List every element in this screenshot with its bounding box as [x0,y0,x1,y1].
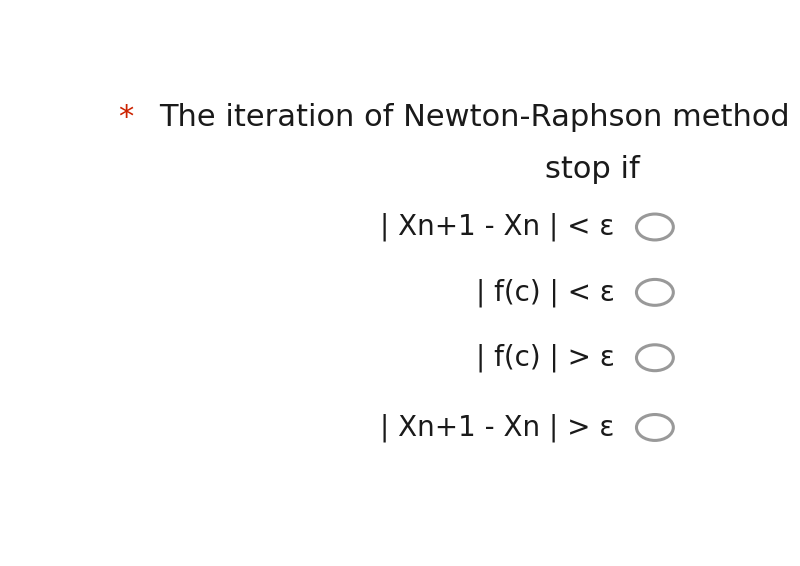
Text: | Xn+1 - Xn | > ε: | Xn+1 - Xn | > ε [380,413,614,441]
Text: The iteration of Newton-Raphson method: The iteration of Newton-Raphson method [159,103,790,132]
Text: | Xn+1 - Xn | < ε: | Xn+1 - Xn | < ε [380,213,614,241]
Text: stop if: stop if [545,155,639,184]
Text: *: * [118,103,134,132]
Text: | f(c) | < ε: | f(c) | < ε [476,278,614,307]
Text: | f(c) | > ε: | f(c) | > ε [476,344,614,372]
